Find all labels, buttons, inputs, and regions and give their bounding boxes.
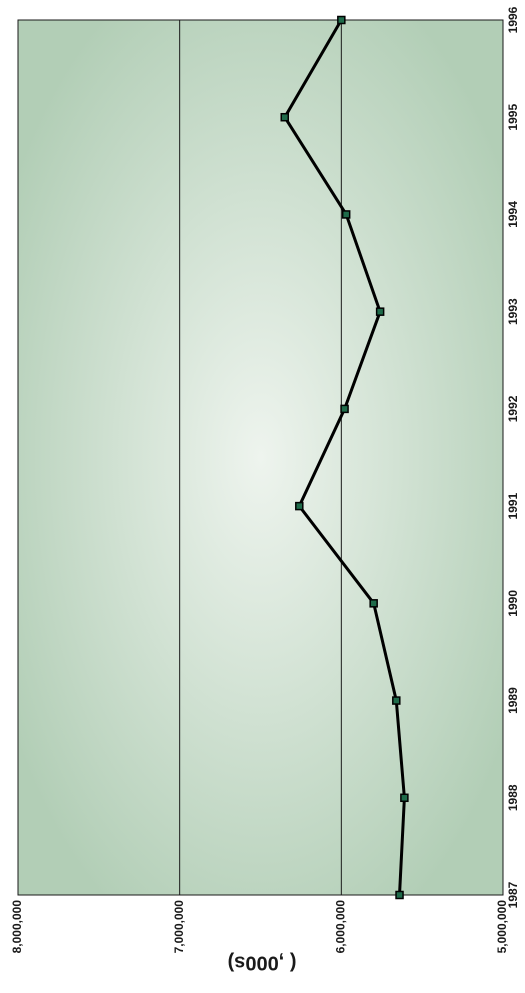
data-point bbox=[280, 112, 289, 122]
series-layer bbox=[280, 15, 409, 900]
x-tick-label: 1989 bbox=[506, 687, 520, 714]
grid-lines bbox=[179, 20, 342, 895]
y-axis-label: ( ,000s) bbox=[228, 952, 297, 974]
data-point bbox=[337, 15, 346, 25]
x-tick-label: 1996 bbox=[506, 6, 520, 33]
y-tick-label: 8,000,000 bbox=[10, 900, 24, 954]
data-point bbox=[341, 210, 351, 219]
x-tick-labels: 1987 1988 1989 1990 1991 1992 1993 1994 1995 1996 bbox=[506, 6, 520, 908]
y-tick-label: 6,000,000 bbox=[334, 900, 348, 954]
x-tick-label: 1988 bbox=[506, 784, 520, 811]
x-tick-label: 1987 bbox=[506, 881, 520, 908]
data-point bbox=[392, 696, 401, 705]
x-tick-label: 1991 bbox=[506, 492, 520, 519]
x-tick-label: 1990 bbox=[506, 590, 520, 617]
y-tick-label: 7,000,000 bbox=[172, 900, 186, 954]
plot-area bbox=[17, 19, 504, 896]
data-point bbox=[375, 307, 385, 316]
x-tick-label: 1993 bbox=[506, 298, 520, 325]
y-tick-labels: 5,000,000 6,000,000 7,000,000 8,000,000 bbox=[10, 900, 509, 954]
x-tick-label: 1994 bbox=[506, 201, 520, 228]
series-line bbox=[283, 19, 406, 896]
data-point bbox=[295, 501, 304, 511]
x-tick-label: 1992 bbox=[506, 395, 520, 422]
x-tick-label: 1995 bbox=[506, 104, 520, 131]
data-point bbox=[369, 599, 378, 608]
data-point bbox=[340, 404, 349, 414]
data-point bbox=[395, 890, 404, 900]
y-tick-label: 5,000,000 bbox=[495, 900, 509, 954]
data-point bbox=[400, 793, 409, 803]
